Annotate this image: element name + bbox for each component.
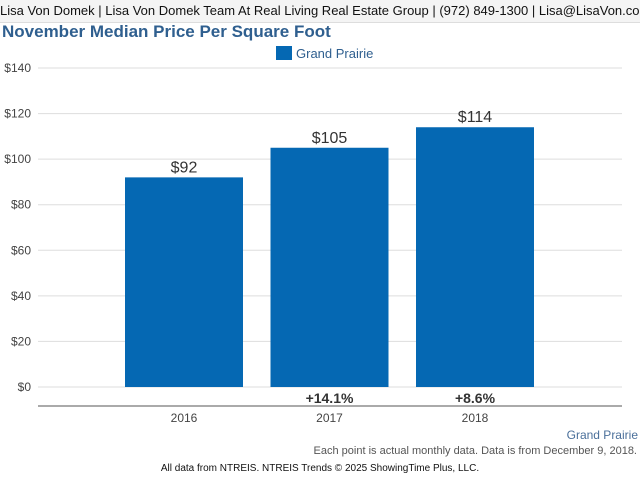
percent-change-label: +8.6% (455, 390, 496, 406)
legend-swatch (276, 46, 292, 60)
y-tick-label: $40 (11, 289, 31, 303)
series-name-label: Grand Prairie (566, 428, 638, 442)
bar (270, 147, 389, 387)
y-tick-label: $0 (18, 380, 32, 394)
x-tick-label: 2016 (171, 411, 198, 425)
bar-chart: $0 $20 $40 $60 $80 $100 $120 $140 $92 $105 +14.1%… (4, 46, 622, 425)
percent-change-label: +14.1% (306, 390, 354, 406)
y-tick-label: $100 (4, 152, 31, 166)
y-tick-label: $20 (11, 334, 31, 348)
bar-value-label: $92 (171, 159, 198, 176)
x-tick-label: 2017 (316, 411, 343, 425)
x-tick-label: 2018 (462, 411, 489, 425)
bar (125, 177, 243, 387)
y-tick-label: $80 (11, 198, 31, 212)
agent-contact-header: Lisa Von Domek | Lisa Von Domek Team At … (0, 0, 640, 23)
bar (416, 127, 534, 387)
bar-value-label: $114 (458, 109, 493, 126)
y-tick-label: $60 (11, 243, 31, 257)
footer-credit: All data from NTREIS. NTREIS Trends © 20… (160, 463, 480, 474)
bar-value-label: $105 (312, 130, 348, 147)
y-tick-label: $140 (4, 61, 31, 75)
chart-title: November Median Price Per Square Foot (2, 22, 331, 41)
legend-label: Grand Prairie (296, 46, 373, 61)
data-note: Each point is actual monthly data. Data … (313, 445, 637, 457)
y-tick-label: $120 (4, 107, 31, 121)
